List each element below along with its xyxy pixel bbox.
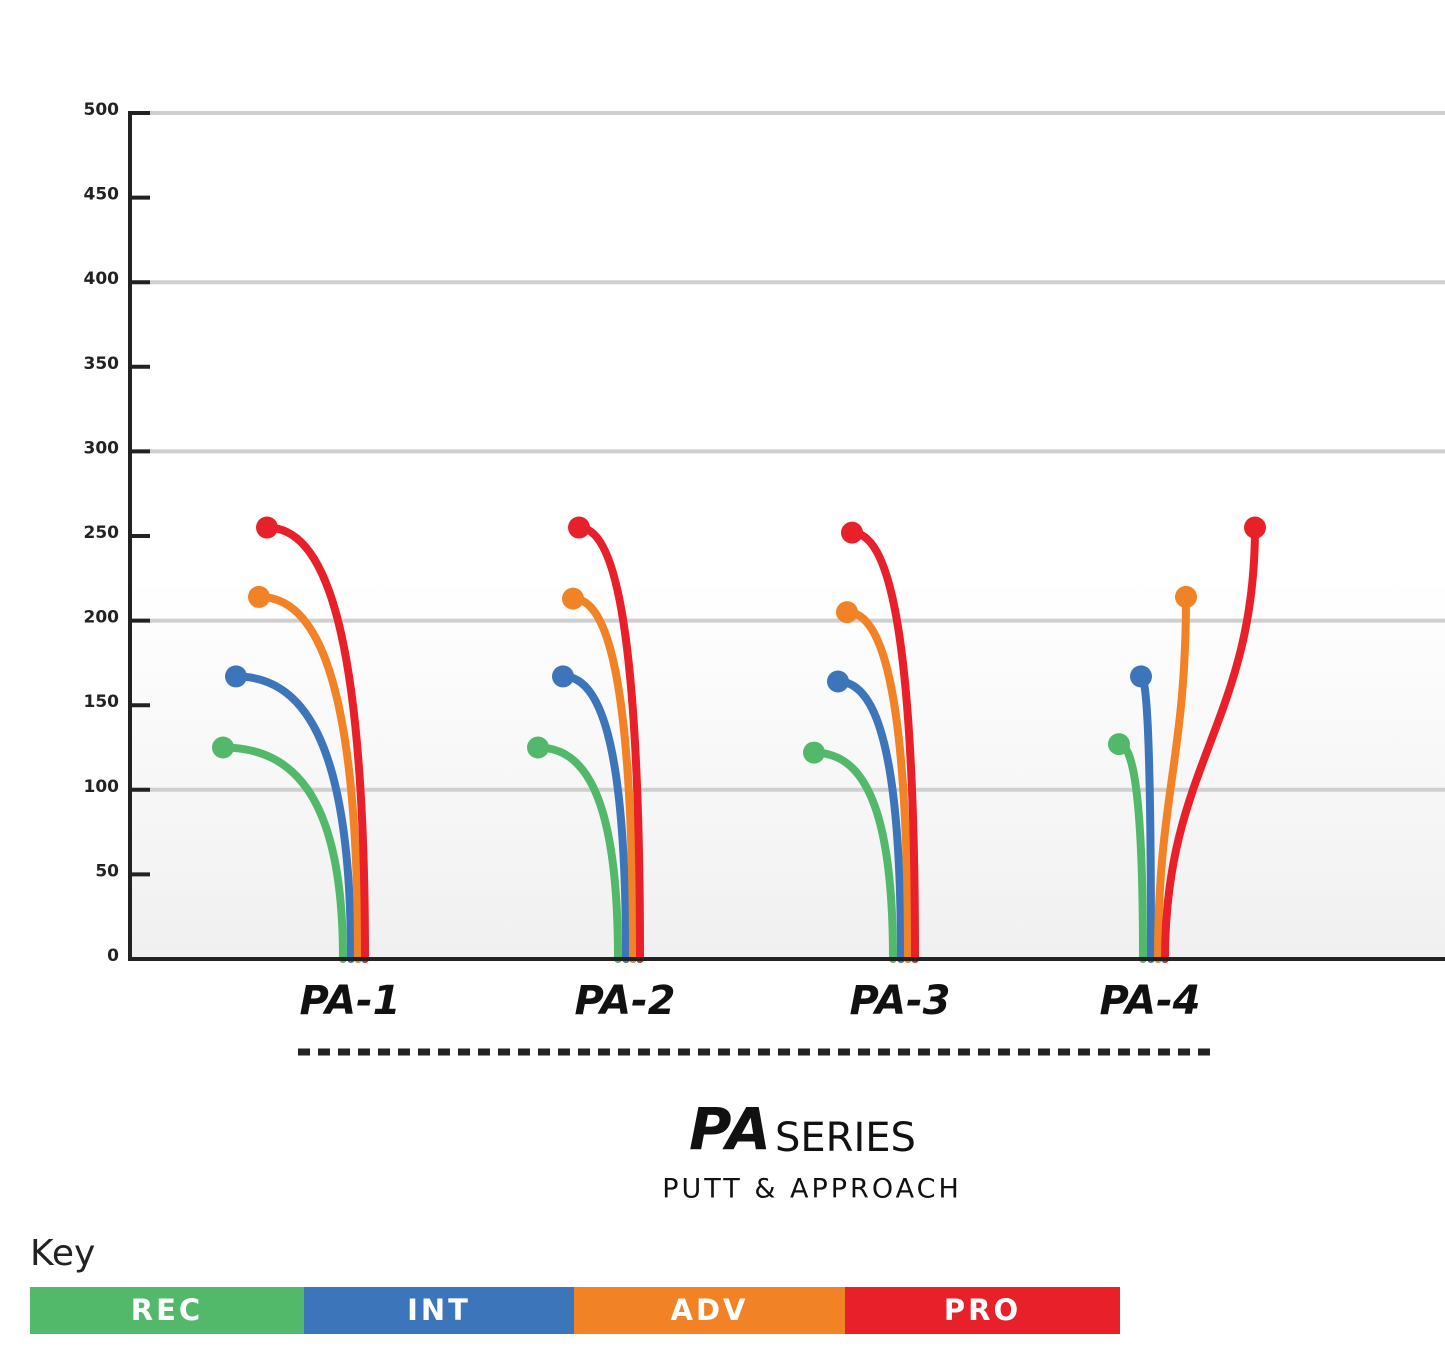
flight-end xyxy=(1108,733,1130,756)
y-tick-label: 400 xyxy=(84,269,120,289)
y-tick-label: 500 xyxy=(84,100,120,120)
flight-path xyxy=(534,743,622,963)
flight-end xyxy=(527,736,549,759)
legend-label: ADV xyxy=(671,1293,749,1327)
flight-path xyxy=(575,523,644,963)
flight-end xyxy=(256,516,278,539)
y-tick-label: 350 xyxy=(84,354,120,374)
flight-path xyxy=(1161,523,1259,963)
flight-path xyxy=(834,677,905,963)
y-tick-label: 450 xyxy=(84,185,120,205)
y-tick-label: 50 xyxy=(95,861,119,881)
flight-path xyxy=(843,608,912,963)
flight-end xyxy=(225,665,247,688)
legend-swatch xyxy=(304,1287,574,1334)
flight-end xyxy=(1244,516,1266,539)
plot-background xyxy=(130,113,1445,959)
flight-end xyxy=(568,516,590,539)
flight-end xyxy=(248,585,270,608)
subtitle: PUTT & APPROACH xyxy=(662,1174,962,1205)
flight-path xyxy=(1154,592,1190,963)
legend-label: PRO xyxy=(944,1293,1021,1327)
flight-end xyxy=(803,741,825,764)
legend-swatch xyxy=(574,1287,845,1334)
legend-label: REC xyxy=(131,1293,203,1327)
y-tick-label: 100 xyxy=(84,777,120,797)
flight-path xyxy=(810,748,897,963)
legend-label: INT xyxy=(407,1293,471,1327)
flight-end xyxy=(552,665,574,688)
y-tick-label: 200 xyxy=(84,608,120,628)
flight-path xyxy=(219,743,347,963)
flight-path xyxy=(559,672,630,963)
legend-swatch xyxy=(845,1287,1120,1334)
x-tick-label: PA-1 xyxy=(299,978,400,1024)
flight-path xyxy=(255,592,362,963)
y-tick-label: 300 xyxy=(84,438,120,458)
flight-end xyxy=(827,670,849,693)
flight-end xyxy=(836,601,858,624)
flight-path xyxy=(848,528,919,963)
y-tick-label: 150 xyxy=(84,692,120,712)
flight-end xyxy=(841,521,863,544)
legend-title: Key xyxy=(30,1233,95,1274)
flight-path xyxy=(232,672,355,963)
flight-end xyxy=(212,736,234,759)
x-tick-label: PA-4 xyxy=(1099,978,1200,1024)
flight-end xyxy=(1130,665,1152,688)
legend-swatch xyxy=(30,1287,304,1334)
y-tick-label: 0 xyxy=(107,946,119,966)
series-logo: PA xyxy=(689,1095,771,1163)
y-tick-label: 250 xyxy=(84,523,120,543)
flight-path xyxy=(263,523,369,963)
flight-path xyxy=(569,594,637,963)
x-tick-label: PA-3 xyxy=(849,978,950,1024)
series-title: SERIES xyxy=(775,1115,916,1161)
flight-end xyxy=(562,587,584,610)
x-tick-label: PA-2 xyxy=(574,978,675,1024)
flight-end xyxy=(1175,585,1197,608)
